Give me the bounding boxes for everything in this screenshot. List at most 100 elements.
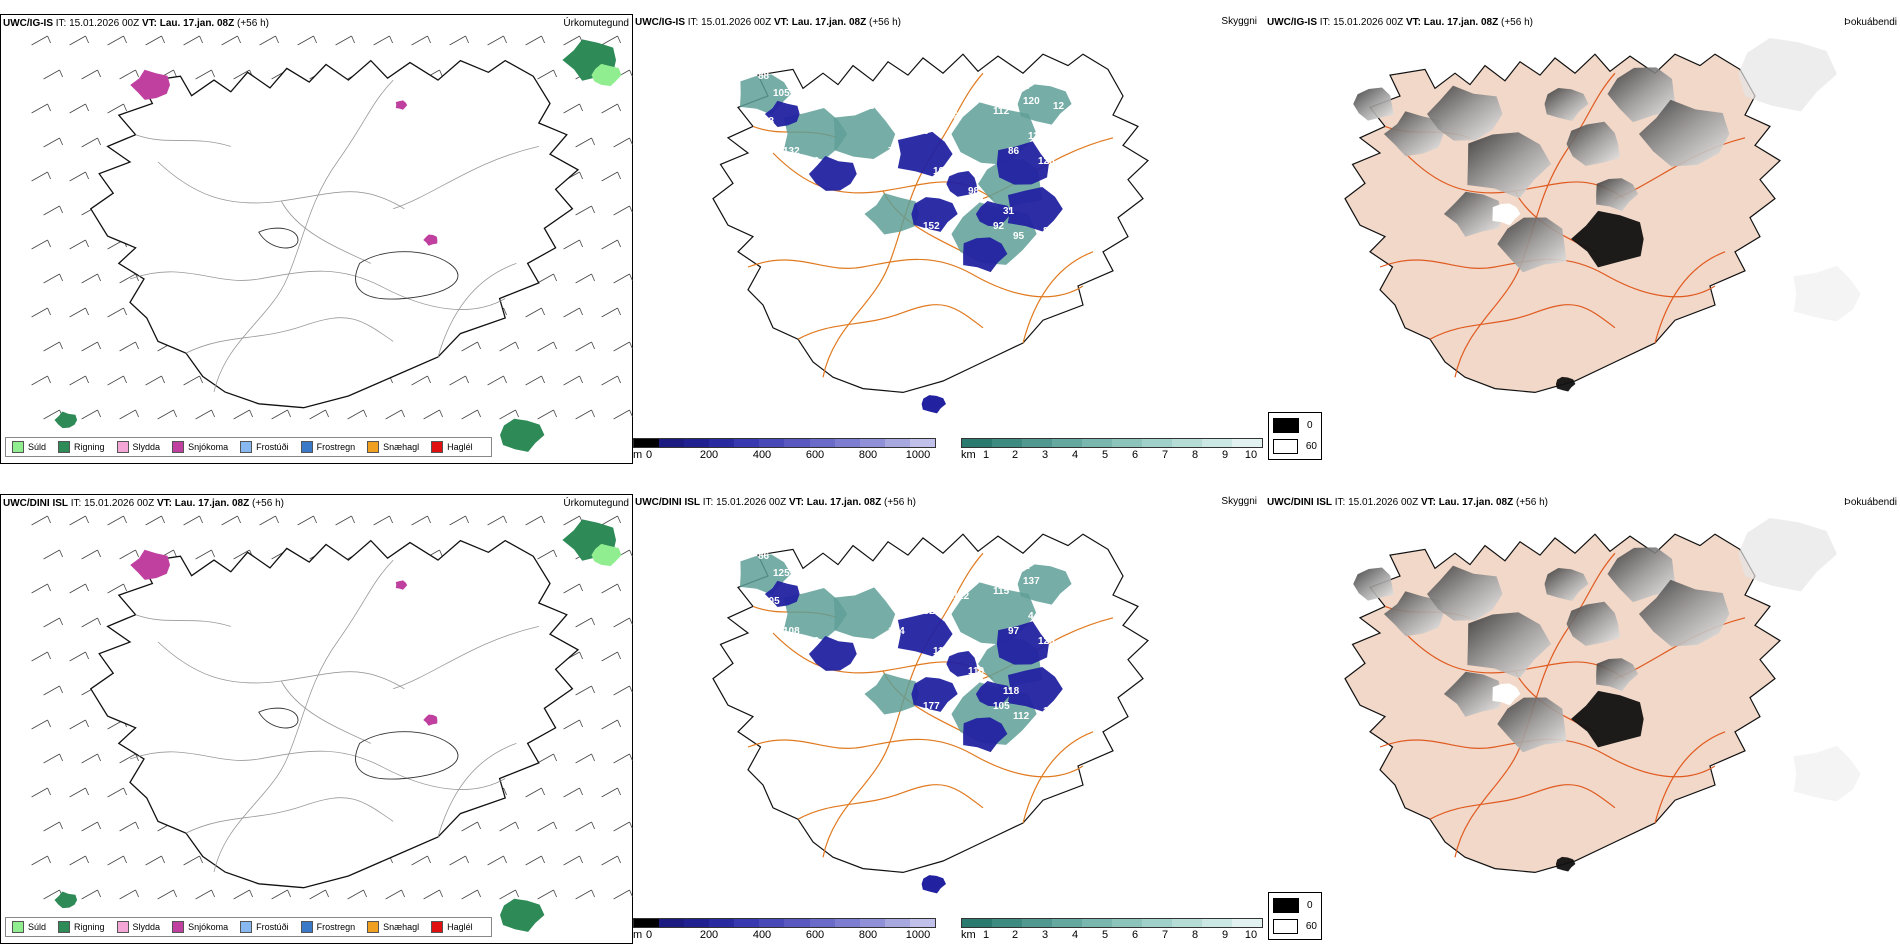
- visibility-tick: 9: [1221, 449, 1229, 461]
- cloud-height-label: 86: [1008, 146, 1020, 157]
- visibility-tick: 4: [1071, 449, 1079, 461]
- cloud-height-label: 152: [923, 221, 940, 232]
- cloud-height-label: 132: [783, 146, 800, 157]
- cloud-height-label: 102: [1013, 561, 1030, 572]
- cloud-height-label: 115: [1033, 256, 1050, 267]
- legend-swatch-snow-pellets: [367, 441, 380, 453]
- precip-legend: Súld Rigning Slydda Snjókoma Frostúði Fr…: [5, 917, 492, 937]
- legend-item: Súld: [12, 921, 46, 933]
- cloudbase-tick: 0: [645, 449, 653, 461]
- panel-title: UWC/DINI ISL IT: 15.01.2026 00Z VT: Lau.…: [3, 498, 284, 509]
- cloud-height-label: 125: [773, 568, 790, 579]
- cloudbase-colorbar: m 0 200 400 600 800 1000: [633, 438, 936, 462]
- legend-swatch-drizzle: [12, 921, 24, 933]
- visibility-tick: 5: [1101, 449, 1109, 461]
- visibility-tick: 2: [1011, 929, 1019, 941]
- cloudbase-tick: 200: [699, 449, 719, 461]
- legend-swatch-freezing-rain: [300, 921, 313, 933]
- legend-swatch-snow: [172, 441, 185, 453]
- cloudbase-tick: 200: [699, 929, 719, 941]
- fog-map-row1: [1265, 37, 1861, 464]
- cloud-height-label: 54: [748, 644, 760, 655]
- fog-index-panel-row2: UWC/DINI ISL IT: 15.01.2026 00Z VT: Lau.…: [1265, 494, 1900, 944]
- cloud-height-label: 137: [1023, 576, 1040, 587]
- cloud-height-label: 112: [1013, 81, 1030, 92]
- cloud-height-label: 105: [763, 596, 780, 607]
- cloud-height-label: 426: [918, 236, 935, 247]
- cloud-height-label: 87: [1063, 166, 1075, 177]
- visibility-tick: 10: [1244, 929, 1258, 941]
- cloud-height-label: 16: [1058, 216, 1070, 227]
- legend-item: Súld: [12, 441, 46, 453]
- legend-item: Snæhagl: [367, 921, 419, 933]
- panel-name: Þokuábendi: [1844, 497, 1897, 508]
- panel-title: UWC/IG-IS IT: 15.01.2026 00Z VT: Lau. 17…: [635, 17, 901, 28]
- cloud-height-label: 121: [983, 286, 1000, 297]
- cloud-height-label: 112: [993, 106, 1010, 117]
- cloud-height-label: 95: [1013, 231, 1025, 242]
- legend-swatch-freezing-drizzle: [240, 921, 253, 933]
- cloud-visibility-panel-row2: 112 86 125 105 108 54 92 93 124 152 112 116 110 115 10…: [633, 494, 1265, 944]
- cloud-height-label: 124: [888, 626, 905, 637]
- visibility-tick: 6: [1131, 929, 1139, 941]
- cloud-height-label: 86: [758, 551, 770, 562]
- cloudbase-colorbar: m 0 200 400 600 800 1000: [633, 918, 936, 942]
- cloudbase-tick: 0: [645, 929, 653, 941]
- cloud-height-label: 108: [783, 626, 800, 637]
- cloud-height-label: 98: [968, 186, 980, 197]
- legend-item: Snjókoma: [172, 921, 228, 933]
- panel-title: UWC/IG-IS IT: 15.01.2026 00Z VT: Lau. 17…: [1267, 17, 1533, 28]
- cloudbase-unit: m: [633, 449, 643, 461]
- cloudbase-tick: 400: [752, 929, 772, 941]
- visibility-bar: [961, 438, 1263, 448]
- cloud-height-label: 177: [923, 701, 940, 712]
- cloud-height-label: 115: [993, 586, 1010, 597]
- legend-item: Haglél: [431, 921, 473, 933]
- legend-swatch-hail: [431, 921, 444, 933]
- visibility-tick: 1: [982, 929, 990, 941]
- cloud-height-label: 108: [1088, 206, 1105, 217]
- cloud-height-label: 109: [741, 58, 758, 69]
- cloud-height-label: 10: [918, 716, 930, 727]
- precip-legend: Súld Rigning Slydda Snjókoma Frostúði Fr…: [5, 437, 492, 457]
- cloudbase-tick: 800: [858, 449, 878, 461]
- cloud-height-label: 152: [918, 606, 935, 617]
- cloud-height-label: 125: [1038, 156, 1055, 167]
- legend-item: Rigning: [58, 441, 105, 453]
- panel-name: Úrkomutegund: [563, 18, 629, 29]
- cloudbase-tick: 800: [858, 929, 878, 941]
- visibility-tick: 1: [982, 449, 990, 461]
- visibility-unit: km: [961, 929, 976, 941]
- visibility-unit: km: [961, 449, 976, 461]
- precip-type-panel-row1: UWC/IG-IS IT: 15.01.2026 00Z VT: Lau. 17…: [0, 14, 633, 464]
- fog-map-row2: [1265, 517, 1861, 944]
- legend-swatch-sleet: [116, 921, 129, 933]
- cloudbase-bar: [633, 918, 936, 928]
- panel-name: Úrkomutegund: [563, 498, 629, 509]
- legend-item: Snæhagl: [367, 441, 419, 453]
- cloud-height-label: 14: [1103, 176, 1115, 187]
- visibility-tick: 4: [1071, 929, 1079, 941]
- legend-item: Rigning: [58, 921, 105, 933]
- visibility-colorbar: km 1 2 3 4 5 6 7 8 9 10: [961, 438, 1263, 462]
- cloudbase-tick: 600: [805, 449, 825, 461]
- visibility-tick: 3: [1041, 449, 1049, 461]
- cloud-height-label: 440: [1028, 611, 1045, 622]
- cloud-height-label: 66: [808, 156, 820, 167]
- cloudbase-tick: 400: [752, 449, 772, 461]
- visibility-tick: 10: [1244, 449, 1258, 461]
- legend-swatch-sleet: [116, 441, 129, 453]
- legend-swatch-hail: [431, 441, 444, 453]
- visibility-tick: 8: [1191, 929, 1199, 941]
- panel-name: Þokuábendi: [1844, 17, 1897, 28]
- legend-swatch-freezing-drizzle: [240, 441, 253, 453]
- cloud-height-label: 12: [1053, 101, 1065, 112]
- cloud-height-label: 120: [1023, 96, 1040, 107]
- visibility-tick: 8: [1191, 449, 1199, 461]
- cloud-height-label: 92: [993, 221, 1005, 232]
- cloud-height-label: 105: [773, 88, 790, 99]
- fog-threshold-legend: 0 60: [1268, 892, 1322, 940]
- legend-swatch-freezing-rain: [300, 441, 313, 453]
- panel-title: UWC/IG-IS IT: 15.01.2026 00Z VT: Lau. 17…: [3, 18, 269, 29]
- fog-swatch-60: [1273, 918, 1298, 934]
